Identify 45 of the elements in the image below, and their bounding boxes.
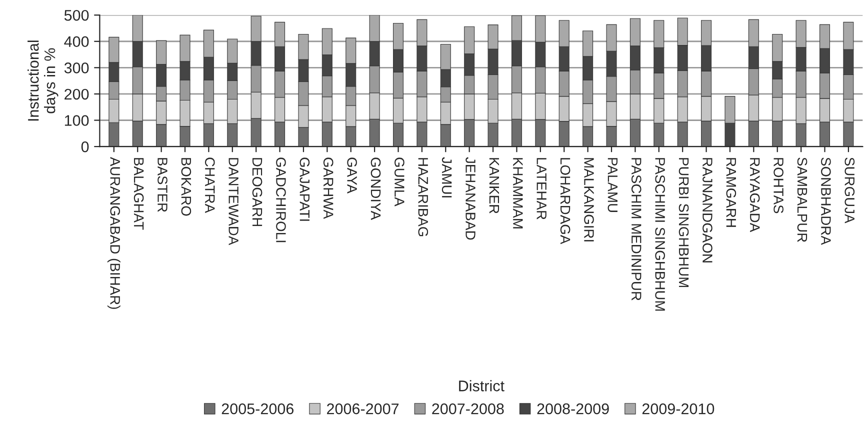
x-tick-label: SAMBALPUR: [797, 158, 808, 242]
x-tick-label: RAMGARH: [726, 158, 736, 227]
x-tick-label: GADCHIROLI: [276, 158, 286, 242]
y-tick-label: 400: [64, 36, 89, 48]
x-tick-label: ROHTAS: [774, 158, 784, 214]
x-tick-label: SONBHADRA: [821, 158, 831, 245]
x-tick-label: JEHANABAD: [466, 157, 476, 240]
x-tick-label: GAYA: [347, 158, 357, 194]
x-tick-label: PASCHIMI SINGHBHUM: [655, 158, 665, 311]
x-tick-label: RAYAGADA: [750, 158, 760, 232]
x-tick-label: DEOGARH: [252, 158, 262, 226]
x-tick-label: BALAGHAT: [134, 158, 144, 230]
x-tick-label: DANTEWADA: [228, 158, 238, 246]
x-tick-label: SURGUJA: [844, 158, 855, 224]
legend-label: 2007-2008: [432, 403, 504, 414]
y-tick-label: 300: [64, 62, 89, 74]
x-tick-label: LOHARDAGA: [560, 158, 570, 244]
x-tick-label: KANKER: [489, 158, 499, 214]
x-tick-label: PALAMU: [608, 158, 618, 212]
legend-label: 2009-2010: [642, 403, 714, 414]
x-tick-label: JAMUI: [442, 157, 452, 198]
legend-label: 2008-2009: [537, 403, 609, 414]
x-axis-title: District: [459, 380, 504, 392]
x-tick-label: GARHWA: [323, 158, 334, 219]
x-tick-label: CHATRA: [204, 158, 215, 214]
legend-label: 2005-2006: [222, 403, 294, 414]
x-tick-label: GAJAPATI: [300, 158, 310, 221]
x-tick-label: AURANGABAD (BIHAR): [107, 156, 120, 309]
x-tick-label: GONDIYA: [370, 158, 381, 220]
y-tick-label: 500: [64, 10, 89, 21]
x-tick-label: LATEHAR: [536, 158, 546, 220]
x-tick-label: BASTER: [158, 158, 168, 212]
x-tick-label: RAJNANDGAON: [702, 158, 712, 262]
y-tick-label: 200: [64, 88, 89, 100]
x-tick-label: PURBI SINGHBHUM: [678, 158, 689, 287]
x-tick-label: HAZARIBAG: [418, 158, 428, 236]
x-tick-label: PASCHIM MEDINIPUR: [631, 158, 642, 300]
legend-label: 2006-2007: [327, 403, 399, 414]
y-tick-label: 0: [81, 141, 89, 152]
x-tick-label: KHAMMAM: [513, 158, 523, 228]
x-tick-label: MALKANGIRI: [584, 158, 594, 242]
y-axis-title: Instructional days in %: [28, 40, 58, 121]
x-tick-label: BOKARO: [181, 158, 192, 216]
x-tick-label: GUMLA: [394, 158, 404, 206]
y-tick-label: 100: [64, 115, 89, 126]
